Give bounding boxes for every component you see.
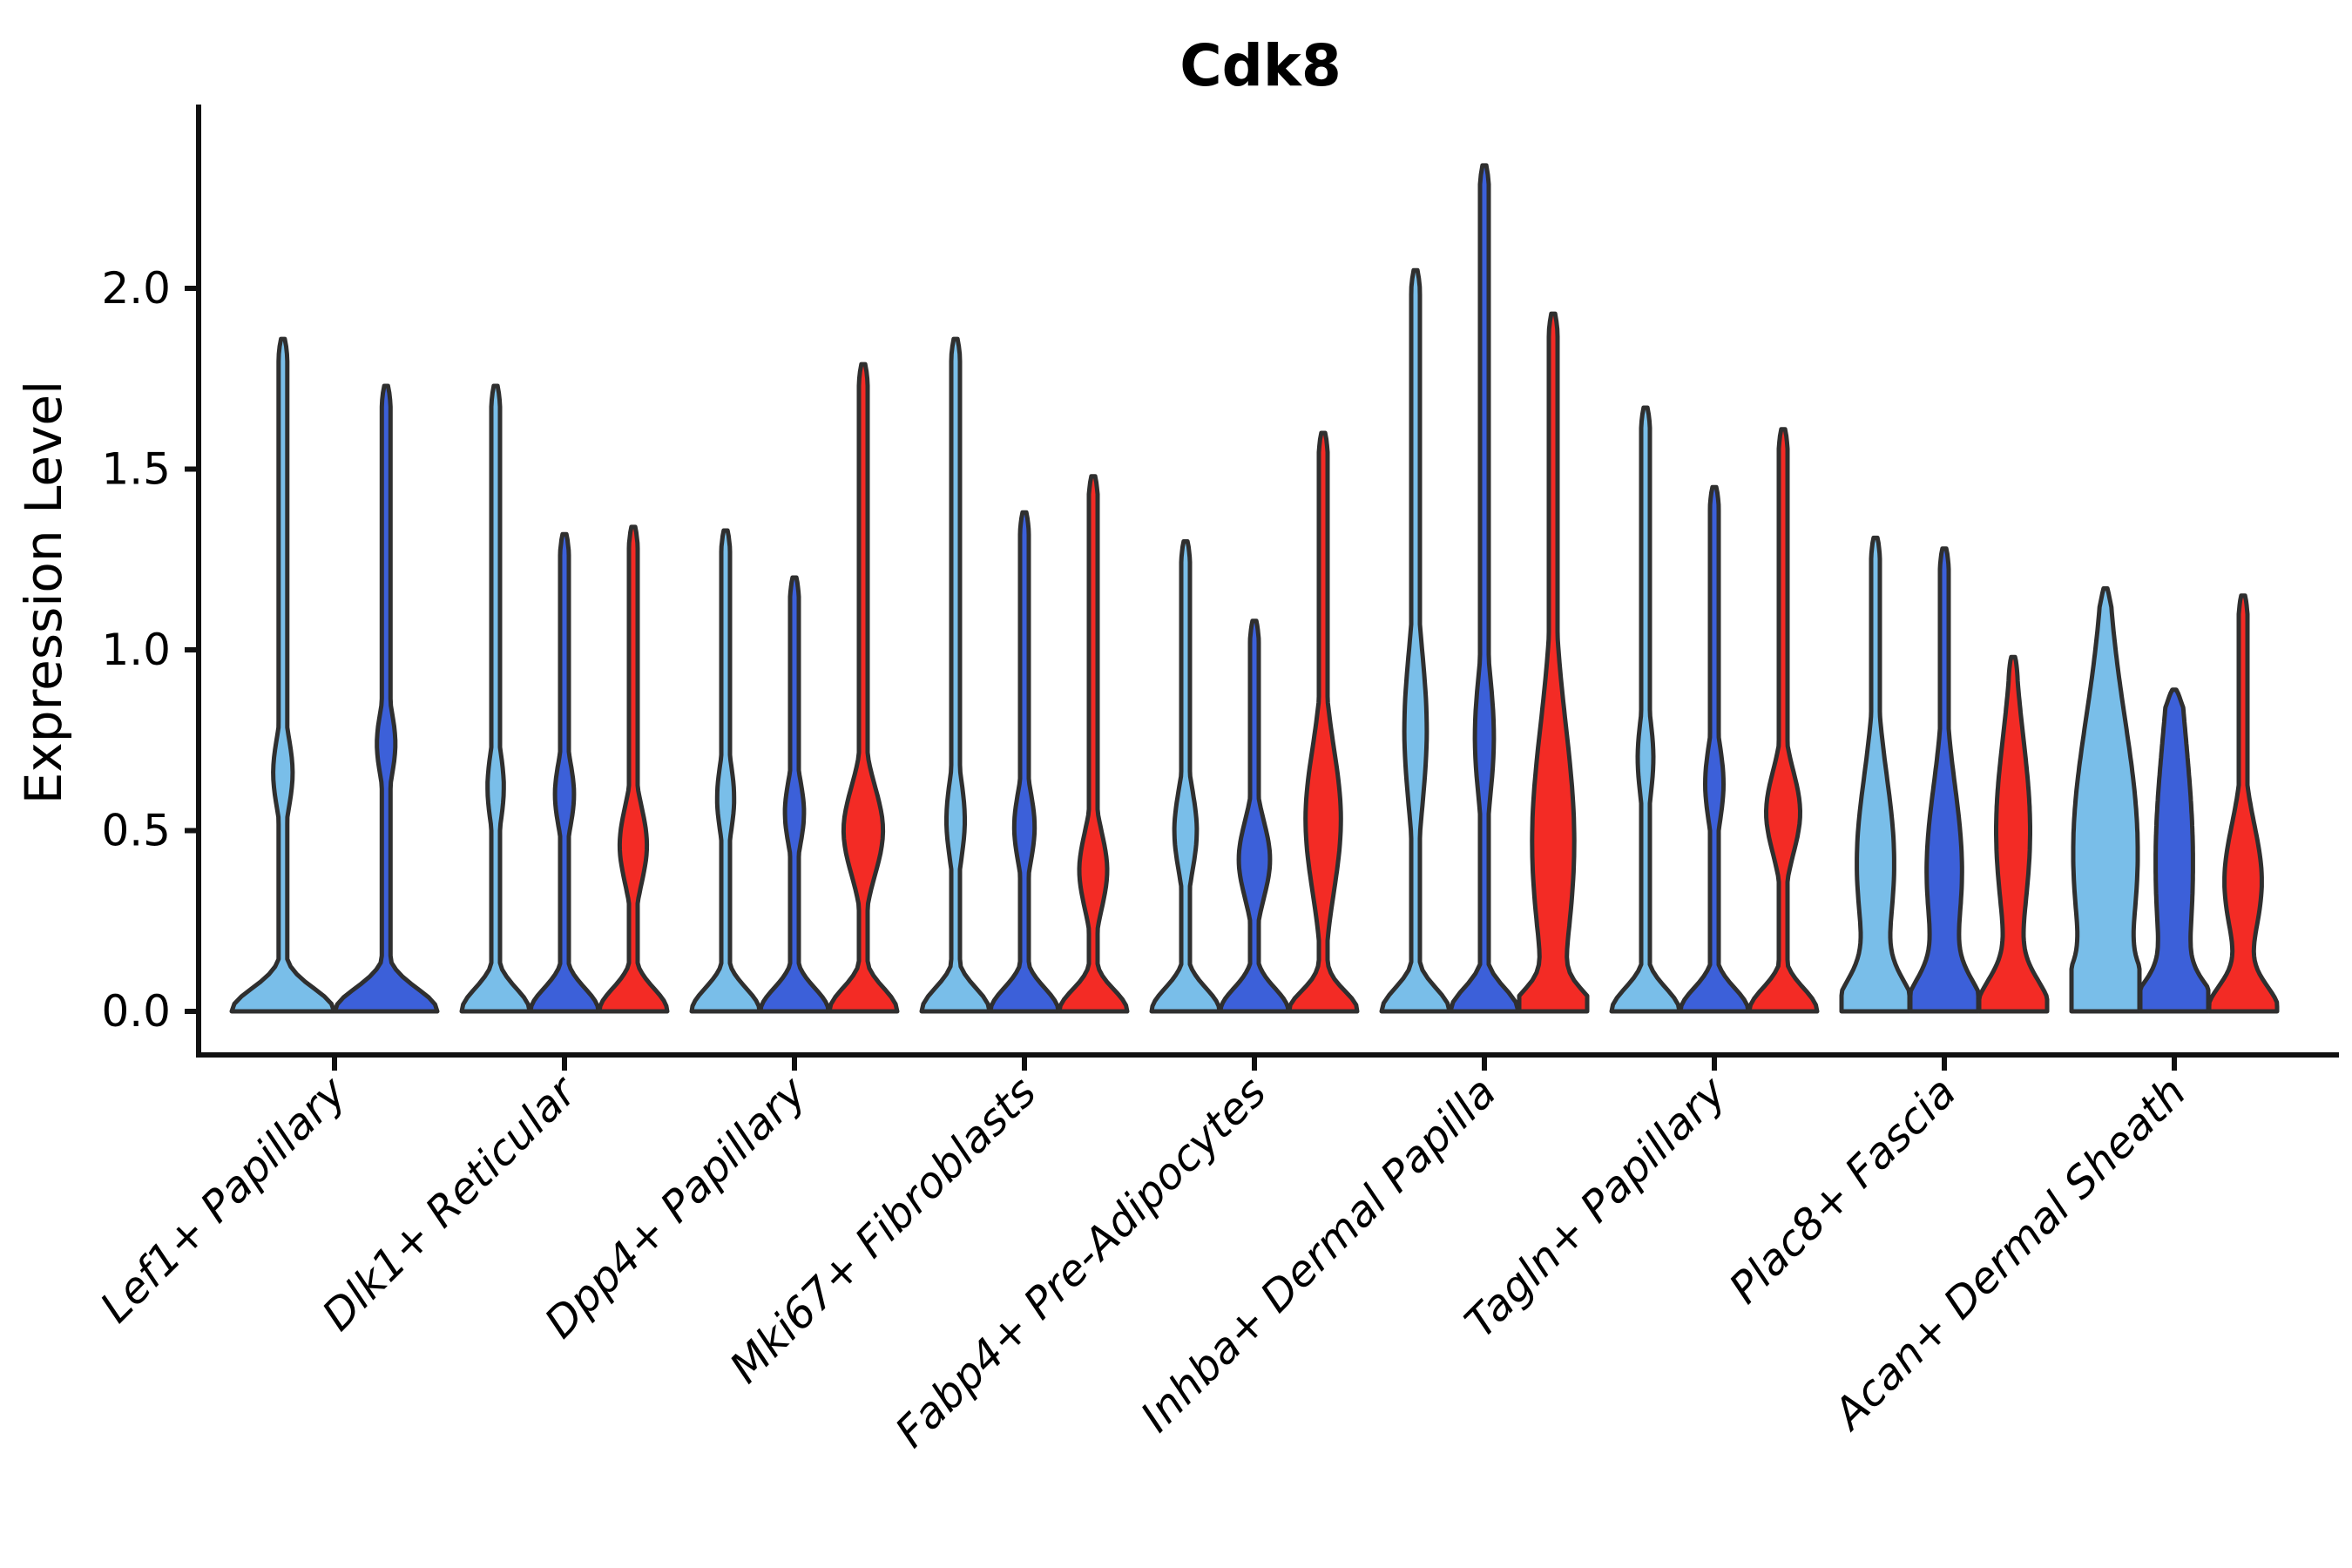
x-tick-label: Dlk1+ Reticular	[313, 1065, 587, 1340]
violin-group-3-inhba-dermal-papilla	[1517, 311, 1590, 1014]
y-tick-label: 1.5	[101, 444, 171, 495]
violin-group-1-tagln-papillary	[1609, 405, 1682, 1014]
violin-group-2-acan-dermal-sheath	[2138, 687, 2211, 1014]
violin-group-2-plac8-fascia	[1908, 546, 1981, 1014]
y-axis-ticks: 0.0 0.5 1.0 1.5 2.0	[101, 263, 199, 1037]
violin-group-2-lef1-papillary	[333, 383, 440, 1014]
violin-group-1-inhba-dermal-papilla	[1379, 267, 1452, 1014]
violin-group-1-fabp4-pre-adipocytes	[1149, 539, 1222, 1014]
y-tick-label: 1.0	[101, 625, 171, 675]
y-axis-label: Expression Level	[14, 381, 73, 804]
violin-shapes	[229, 163, 2280, 1014]
violin-group-3-dpp4-papillary	[827, 362, 900, 1014]
violin-group-2-dpp4-papillary	[758, 575, 831, 1014]
violin-group-1-dpp4-papillary	[689, 528, 762, 1014]
violin-group-3-plac8-fascia	[1977, 654, 2050, 1014]
violin-group-3-tagln-papillary	[1747, 427, 1820, 1014]
violin-group-1-mki67-fibroblasts	[919, 336, 992, 1014]
x-tick-label: Plac8+ Fascia	[1720, 1067, 1965, 1313]
violin-group-2-inhba-dermal-papilla	[1448, 163, 1521, 1014]
y-tick-label: 0.0	[101, 986, 171, 1037]
violin-group-3-dlk1-reticular	[597, 524, 670, 1014]
x-tick-label: Fabp4+ Pre-Adipocytes	[886, 1067, 1276, 1457]
violin-group-1-plac8-fascia	[1839, 535, 1912, 1014]
violin-group-2-tagln-papillary	[1678, 484, 1751, 1014]
violin-group-3-acan-dermal-sheath	[2207, 593, 2280, 1014]
violin-group-1-lef1-papillary	[229, 336, 336, 1014]
violin-group-1-dlk1-reticular	[459, 383, 532, 1014]
violin-group-2-fabp4-pre-adipocytes	[1218, 618, 1291, 1014]
violin-group-3-fabp4-pre-adipocytes	[1287, 430, 1360, 1014]
violin-group-3-mki67-fibroblasts	[1057, 474, 1130, 1014]
y-tick-label: 2.0	[101, 263, 171, 314]
axes-spines	[196, 105, 2339, 1058]
violin-group-2-mki67-fibroblasts	[988, 510, 1061, 1014]
y-tick-label: 0.5	[101, 806, 171, 856]
violin-group-1-acan-dermal-sheath	[2069, 586, 2142, 1014]
chart-title: Cdk8	[1179, 32, 1342, 99]
x-tick-label: Lef1+ Papillary	[91, 1066, 356, 1332]
violin-group-2-dlk1-reticular	[528, 531, 601, 1014]
